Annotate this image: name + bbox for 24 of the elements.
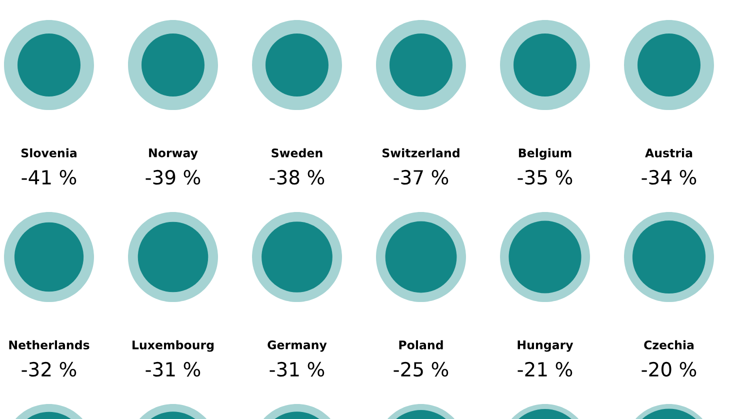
data-label: -35 %	[518, 170, 572, 185]
category-label: Germany	[268, 340, 327, 352]
category-label: Switzerland	[382, 148, 460, 158]
data-label: -21 %	[518, 362, 572, 377]
data-label: -32 %	[22, 362, 76, 377]
category-label: Austria	[645, 148, 692, 158]
category-label: Luxembourg	[132, 340, 214, 352]
data-label: -41 %	[22, 170, 76, 185]
category-label: Poland	[399, 340, 443, 350]
data-label: -37 %	[394, 170, 448, 185]
category-label: Hungary	[518, 340, 574, 352]
category-label: Netherlands	[9, 340, 90, 350]
data-label: -34 %	[642, 170, 696, 185]
category-label: Sweden	[272, 148, 322, 158]
category-label: Belgium	[518, 148, 572, 160]
category-label: Norway	[149, 148, 198, 160]
data-label: -20 %	[642, 362, 696, 377]
data-label: -39 %	[146, 170, 200, 185]
category-label: Slovenia	[21, 148, 76, 158]
data-label: -38 %	[270, 170, 324, 185]
data-label: -31 %	[270, 362, 324, 377]
category-label: Czechia	[644, 340, 694, 350]
data-label: -25 %	[394, 362, 448, 377]
data-label: -31 %	[146, 362, 200, 377]
